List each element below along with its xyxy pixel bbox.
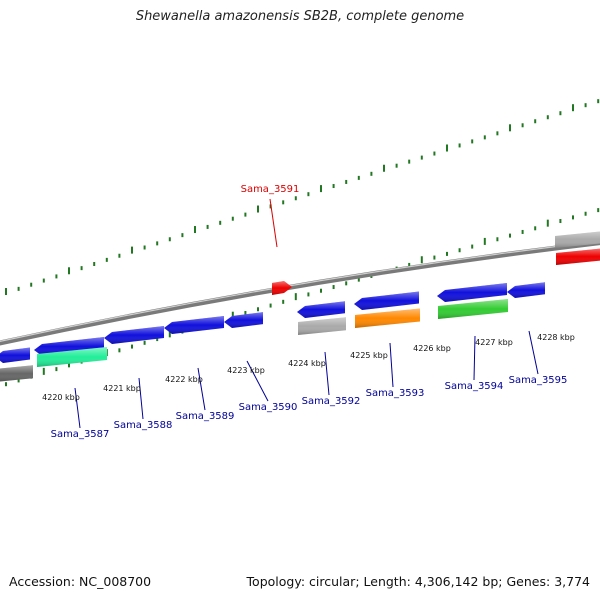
kbp-tick-label: 4224 kbp	[288, 359, 326, 368]
kbp-tick-label: 4228 kbp	[537, 333, 575, 342]
gene-feature-shade	[507, 282, 545, 298]
gene-feature-shade	[297, 301, 345, 318]
outer-tick-track	[5, 99, 600, 296]
gene-feature-shade	[437, 283, 507, 302]
length-label: Length:	[363, 574, 411, 589]
callout-line	[246, 360, 269, 402]
kbp-tick-label: 4221 kbp	[103, 384, 141, 393]
length-value: 4,306,142 bp	[414, 574, 499, 589]
accession-label: Accession:	[9, 574, 76, 589]
callout-line	[528, 330, 539, 375]
gene-feature-shade	[164, 316, 224, 334]
callout-line	[74, 387, 81, 429]
callout-line	[138, 377, 144, 420]
genes-label: Genes:	[506, 574, 551, 589]
accession-value: NC_008700	[79, 574, 152, 589]
kbp-tick-label: 4223 kbp	[227, 366, 265, 375]
gene-feature-shade	[104, 326, 164, 344]
kbp-tick-label: 4220 kbp	[42, 393, 80, 402]
accession-info: Accession: NC_008700	[9, 574, 151, 589]
genome-backbone	[0, 240, 600, 346]
genes-value: 3,774	[554, 574, 590, 589]
gene-feature-shade	[224, 312, 263, 328]
gene-features	[0, 231, 600, 382]
gene-label: Sama_3591	[241, 184, 300, 195]
callout-line	[197, 367, 206, 411]
gene-label: Sama_3595	[509, 375, 568, 386]
callout-line	[324, 351, 330, 396]
kbp-tick-label: 4226 kbp	[413, 344, 451, 353]
topology-value: circular	[309, 574, 356, 589]
gene-feature-shade	[272, 281, 292, 295]
gene-feature-shade	[556, 248, 600, 265]
gene-label: Sama_3588	[114, 420, 173, 431]
genome-backbone-highlight	[0, 240, 600, 343]
callout-line	[473, 335, 476, 381]
gene-label: Sama_3587	[51, 429, 110, 440]
gene-label: Sama_3592	[302, 396, 361, 407]
gene-feature-shade	[355, 308, 420, 328]
gene-feature-shade	[555, 231, 600, 248]
map-title: Shewanella amazonensis SB2B, complete ge…	[135, 9, 465, 24]
genome-summary: Topology: circular; Length: 4,306,142 bp…	[246, 574, 590, 589]
callout-line	[269, 198, 278, 248]
callout-line	[389, 342, 394, 388]
scale-labels: 4220 kbp 4221 kbp 4222 kbp 4223 kbp 4224 kbp…	[42, 333, 575, 402]
topology-label: Topology:	[246, 574, 306, 589]
gene-label: Sama_3590	[239, 402, 298, 413]
gene-feature-shade	[34, 337, 104, 356]
gene-label: Sama_3593	[366, 388, 425, 399]
kbp-tick-label: 4227 kbp	[475, 338, 513, 347]
gene-feature-shade	[298, 317, 346, 335]
gene-feature-shade	[354, 291, 419, 310]
kbp-tick-label: 4225 kbp	[350, 351, 388, 360]
gene-label: Sama_3589	[176, 411, 235, 422]
gene-feature-shade	[37, 347, 107, 367]
gene-feature-shade	[0, 365, 33, 382]
gene-label: Sama_3594	[445, 381, 504, 392]
gene-feature-shade	[0, 347, 30, 363]
kbp-tick-label: 4222 kbp	[165, 375, 203, 384]
gene-feature-shade	[438, 299, 508, 319]
